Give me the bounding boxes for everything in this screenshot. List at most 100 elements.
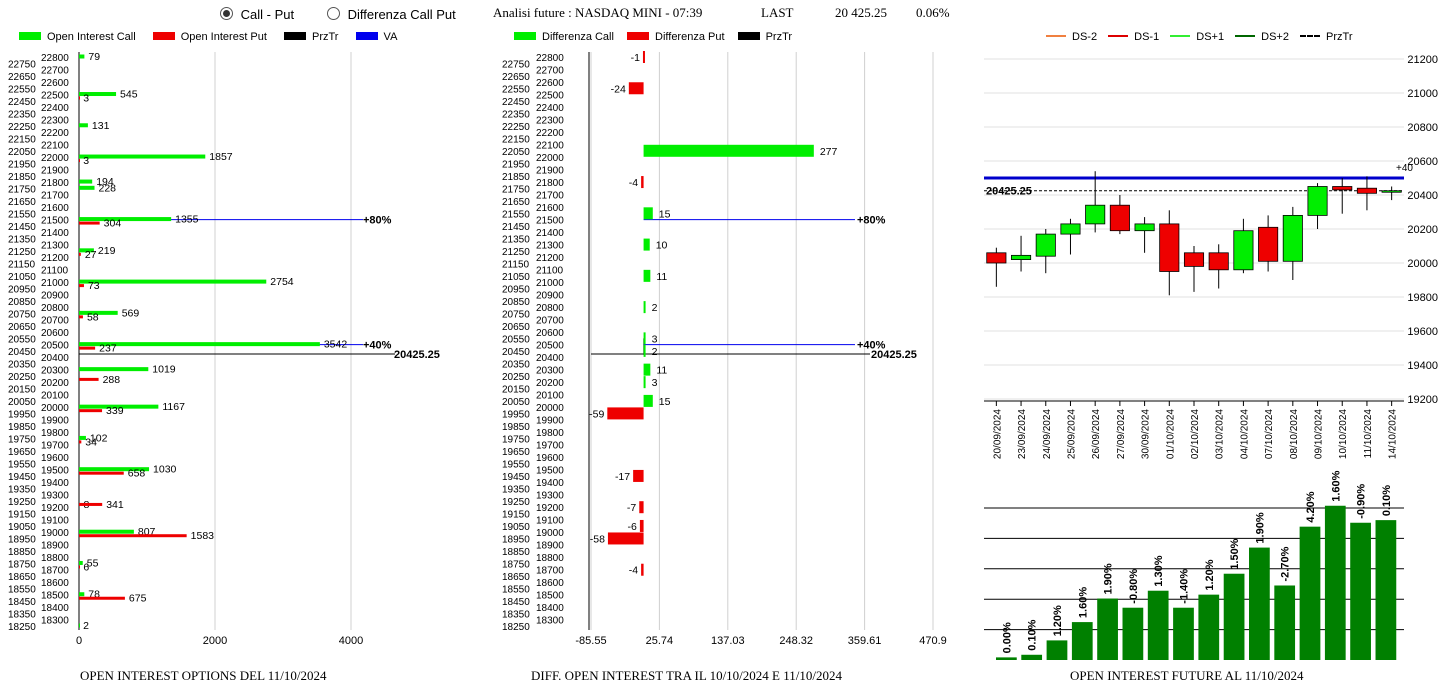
option-call-put-label: Call - Put bbox=[240, 7, 295, 22]
oi-bar-label: 1.50% bbox=[1229, 538, 1241, 569]
y-tick-label: 19200 bbox=[1407, 394, 1438, 406]
diff-bar bbox=[641, 563, 644, 576]
strike-label: 18300 bbox=[536, 616, 564, 627]
strike-label: 20600 bbox=[536, 328, 564, 339]
open-interest-options-chart: 0 2000 4000 22800 22750 22700 22650 22600 22550 2… bbox=[8, 51, 440, 647]
candle-body bbox=[1208, 252, 1229, 271]
oi-bar bbox=[1173, 607, 1194, 660]
strike-label: 21000 bbox=[41, 278, 69, 289]
strike-label: 22650 bbox=[8, 72, 36, 83]
call-bar bbox=[79, 623, 80, 628]
strike-label: 18900 bbox=[41, 541, 69, 552]
option-diff-call-put[interactable]: Differenza Call Put bbox=[327, 7, 456, 22]
strike-label: 21000 bbox=[536, 278, 564, 289]
strike-label: 21100 bbox=[41, 266, 69, 277]
strike-label: 21850 bbox=[8, 172, 36, 183]
candle-body bbox=[1258, 226, 1279, 262]
diff-bar bbox=[643, 376, 646, 389]
call-bar-label: 2 bbox=[83, 620, 89, 632]
diff-bar bbox=[643, 301, 646, 314]
strike-label: 22550 bbox=[502, 84, 530, 95]
legend-item-diff-call: Differenza Call bbox=[514, 31, 614, 43]
strike-label: 19050 bbox=[8, 522, 36, 533]
strike-label: 19800 bbox=[41, 428, 69, 439]
x-tick-label: 25/09/2024 bbox=[1066, 409, 1077, 459]
strike-label: 22650 bbox=[502, 72, 530, 83]
candle-body bbox=[1282, 214, 1303, 262]
candle-body bbox=[1307, 186, 1328, 216]
strike-label: 20650 bbox=[8, 322, 36, 333]
candle-body bbox=[1332, 186, 1353, 191]
diff-bar-label: 15 bbox=[659, 396, 671, 408]
strike-label: 22150 bbox=[502, 134, 530, 145]
strike-label: 19800 bbox=[536, 428, 564, 439]
candle-body bbox=[986, 252, 1007, 264]
strike-label: 19200 bbox=[41, 503, 69, 514]
diff-bar bbox=[641, 176, 644, 189]
radio-diff-call-put[interactable] bbox=[327, 7, 340, 20]
diff-bar-label: 2 bbox=[652, 302, 658, 314]
call-bar bbox=[79, 529, 134, 534]
strike-label: 19150 bbox=[502, 509, 530, 520]
oi-bar bbox=[1097, 598, 1118, 660]
call-bar bbox=[79, 154, 206, 159]
diff-bar bbox=[643, 332, 646, 345]
strike-label: 20500 bbox=[41, 341, 69, 352]
x-tick-label: 20/09/2024 bbox=[992, 409, 1003, 459]
call-bar-label: 1030 bbox=[153, 464, 177, 476]
oi-bar bbox=[1350, 522, 1371, 660]
oi-bar-label: 0.10% bbox=[1381, 485, 1393, 516]
legend-panel1: Open Interest Call Open Interest Put Prz… bbox=[19, 31, 397, 43]
y-tick-label: 20000 bbox=[1407, 258, 1438, 270]
y-tick-label: 20600 bbox=[1407, 156, 1438, 168]
x-tick-label: 14/10/2024 bbox=[1388, 409, 1399, 459]
diff-bar-label: 10 bbox=[656, 240, 668, 252]
strike-label: 22700 bbox=[536, 66, 564, 77]
strike-label: 20300 bbox=[536, 366, 564, 377]
strike-label: 21500 bbox=[41, 216, 69, 227]
strike-label: 21700 bbox=[536, 191, 564, 202]
call-bar bbox=[79, 404, 159, 409]
strike-label: 21800 bbox=[536, 178, 564, 189]
oi-bar-label: 0.10% bbox=[1027, 619, 1039, 650]
oi-bar-label: -0.90% bbox=[1356, 484, 1368, 519]
strike-label: 19350 bbox=[502, 484, 530, 495]
call-bar-label: 102 bbox=[90, 432, 108, 444]
y-tick-label: 20800 bbox=[1407, 122, 1438, 134]
open-interest-future-bar-chart: 0.00% 0.10% 1.20% 1.60% 1.90% -0.80% 1.30% -1.4… bbox=[984, 470, 1404, 660]
strike-label: 21450 bbox=[502, 222, 530, 233]
strike-label: 18450 bbox=[502, 597, 530, 608]
oi-bar bbox=[1122, 607, 1144, 660]
strike-label: 19750 bbox=[502, 434, 530, 445]
oi-bar bbox=[1223, 573, 1245, 660]
strike-label: 21700 bbox=[41, 191, 69, 202]
diff-bar bbox=[639, 519, 644, 532]
strike-label: 22600 bbox=[41, 78, 69, 89]
legend-panel3: DS-2 DS-1 DS+1 DS+2 PrzTr bbox=[1046, 31, 1353, 43]
strike-label: 22100 bbox=[41, 141, 69, 152]
strike-label: 20250 bbox=[8, 372, 36, 383]
put-bar bbox=[79, 221, 100, 225]
strike-label: 18400 bbox=[41, 603, 69, 614]
x-tick-label: 09/10/2024 bbox=[1314, 409, 1325, 459]
x-tick-label: 359.61 bbox=[848, 635, 882, 647]
call-bar bbox=[79, 435, 86, 440]
put-bar-label: 237 bbox=[99, 343, 117, 355]
strike-label: 20350 bbox=[502, 359, 530, 370]
footer-panel1: OPEN INTEREST OPTIONS DEL 11/10/2024 bbox=[80, 668, 327, 683]
strike-label: 22350 bbox=[502, 109, 530, 120]
strike-label: 21150 bbox=[8, 259, 36, 270]
call-bar-label: 228 bbox=[99, 182, 117, 194]
strike-label: 19400 bbox=[536, 478, 564, 489]
strike-label: 19850 bbox=[8, 422, 36, 433]
option-call-put[interactable]: Call - Put bbox=[220, 7, 294, 22]
y-tick-label: 19800 bbox=[1407, 292, 1438, 304]
strike-label: 20750 bbox=[502, 309, 530, 320]
strike-label: 22400 bbox=[41, 103, 69, 114]
strike-label: 22600 bbox=[536, 78, 564, 89]
radio-call-put[interactable] bbox=[220, 7, 233, 20]
strike-label: 18600 bbox=[536, 578, 564, 589]
call-bar-label: 2754 bbox=[270, 276, 294, 288]
strike-label: 21950 bbox=[8, 159, 36, 170]
call-bar bbox=[79, 279, 267, 284]
